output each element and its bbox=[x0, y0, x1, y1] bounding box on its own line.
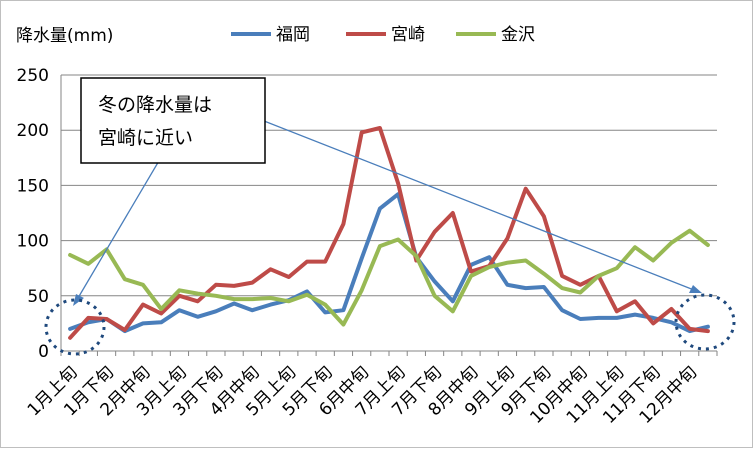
series-line bbox=[68, 228, 710, 327]
y-tick-label: 100 bbox=[17, 232, 49, 252]
legend-label: 福岡 bbox=[276, 25, 310, 45]
y-tick-label: 50 bbox=[27, 287, 49, 307]
y-tick-label: 0 bbox=[38, 342, 49, 362]
y-axis-label: 降水量(mm) bbox=[16, 26, 113, 46]
series-line bbox=[68, 192, 710, 334]
y-tick-label: 250 bbox=[17, 66, 49, 86]
legend: 福岡 宮崎 金沢 bbox=[231, 25, 535, 45]
legend-label: 金沢 bbox=[501, 25, 535, 45]
series-line bbox=[68, 126, 710, 340]
annotation-arrow-right bbox=[258, 118, 695, 291]
series-layer bbox=[68, 126, 710, 340]
legend-item: 福岡 bbox=[231, 25, 310, 45]
legend-label: 宮崎 bbox=[391, 25, 425, 45]
y-tick-labels: 0 50 100 150 200 250 bbox=[17, 66, 49, 362]
annotation-arrowhead-left bbox=[73, 294, 84, 306]
annotation-circle-right bbox=[674, 293, 736, 351]
y-tick-label: 150 bbox=[17, 176, 49, 196]
x-tick-labels: 1月上旬1月下旬2月中旬3月上旬3月下旬4月中旬5月上旬5月下旬6月中旬7月上旬… bbox=[24, 362, 701, 428]
y-tick-label: 200 bbox=[17, 121, 49, 141]
annotation-text-line2: 宮崎に近い bbox=[98, 127, 193, 149]
series-福岡 bbox=[68, 192, 710, 334]
annotation-text-line1: 冬の降水量は bbox=[98, 94, 212, 116]
annotation-arrowhead-right bbox=[689, 285, 702, 293]
annotation-circle-left bbox=[44, 298, 106, 356]
legend-item: 金沢 bbox=[456, 25, 535, 45]
series-宮崎 bbox=[68, 126, 710, 340]
annotation-box: 冬の降水量は 宮崎に近い bbox=[80, 77, 266, 164]
legend-item: 宮崎 bbox=[346, 25, 425, 45]
series-金沢 bbox=[68, 228, 710, 327]
